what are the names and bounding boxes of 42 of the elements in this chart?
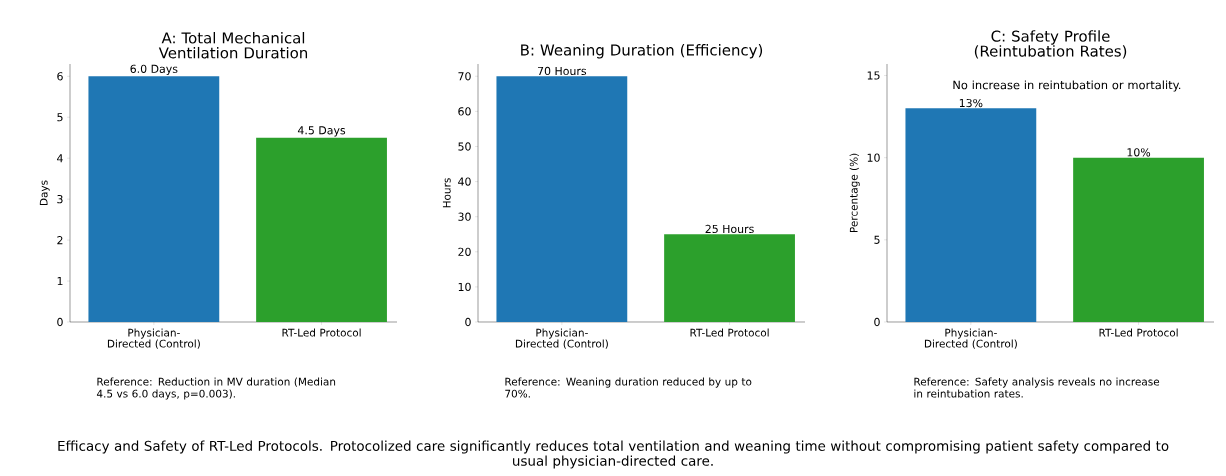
x-tick-label: RT-Led Protocol — [690, 328, 769, 337]
y-tick-label: 3 — [57, 195, 63, 204]
chart-title: A: Total Mechanical Ventilation Duration — [158, 32, 308, 59]
x-tick-label: RT-Led Protocol — [1099, 328, 1178, 337]
y-tick-label: 10 — [867, 153, 880, 162]
y-tick-label: 1 — [57, 277, 63, 286]
data-label: 70 Hours — [537, 66, 587, 76]
chart-title: C: Safety Profile (Reintubation Rates) — [974, 30, 1127, 59]
y-tick-label: 5 — [57, 113, 63, 122]
chart-title: B: Weaning Duration (Efficiency) — [521, 44, 763, 59]
x-tick-label: Physician-Directed (Control) — [515, 328, 608, 349]
y-tick-label: 50 — [458, 142, 471, 151]
text: Efficacy and Safety of RT-Led Protocols. Protocolized care significantly reduces total ventilation and weaning time without compromising patient safety compared to usual physician-directed care. — [58, 440, 1169, 469]
y-tick-label: 15 — [867, 71, 880, 80]
x-tick-label: Physician-Directed (Control) — [924, 328, 1017, 349]
y-axis-title: Hours — [442, 178, 451, 208]
x-tick-label: Physician-Directed (Control) — [107, 328, 200, 349]
y-tick-label: 40 — [458, 177, 471, 186]
data-label: 10% — [1127, 148, 1151, 157]
x-tick-label: RT-Led Protocol — [282, 328, 361, 337]
y-axis-title: Days — [39, 180, 50, 206]
text: Reference: Reduction in MV duration (Median 4.5 vs 6.0 days, p=0.003). — [96, 377, 336, 400]
y-tick-label: 30 — [458, 212, 471, 221]
data-label: 4.5 Days — [297, 126, 346, 137]
data-label: 6.0 Days — [130, 64, 178, 76]
y-tick-label: 6 — [57, 72, 63, 81]
y-tick-label: 60 — [458, 107, 471, 116]
y-axis-title: Percentage (%) — [849, 153, 860, 233]
annotation: No increase in reintubation or mortality. — [953, 80, 1181, 92]
y-tick-label: 0 — [874, 317, 880, 327]
y-tick-label: 10 — [458, 282, 471, 292]
text: Reference: Safety analysis reveals no increase in reintubation rates. — [914, 377, 1160, 398]
y-tick-label: 70 — [458, 72, 471, 81]
y-tick-label: 4 — [57, 154, 63, 163]
data-label: 13% — [959, 98, 983, 108]
y-tick-label: 2 — [57, 236, 63, 245]
y-tick-label: 5 — [874, 235, 880, 244]
y-tick-label: 0 — [465, 317, 471, 327]
data-label: 25 Hours — [705, 224, 754, 234]
y-tick-label: 20 — [458, 247, 471, 256]
text: Reference: Weaning duration reduced by up to 70%. — [505, 377, 752, 398]
y-tick-label: 0 — [57, 317, 63, 327]
